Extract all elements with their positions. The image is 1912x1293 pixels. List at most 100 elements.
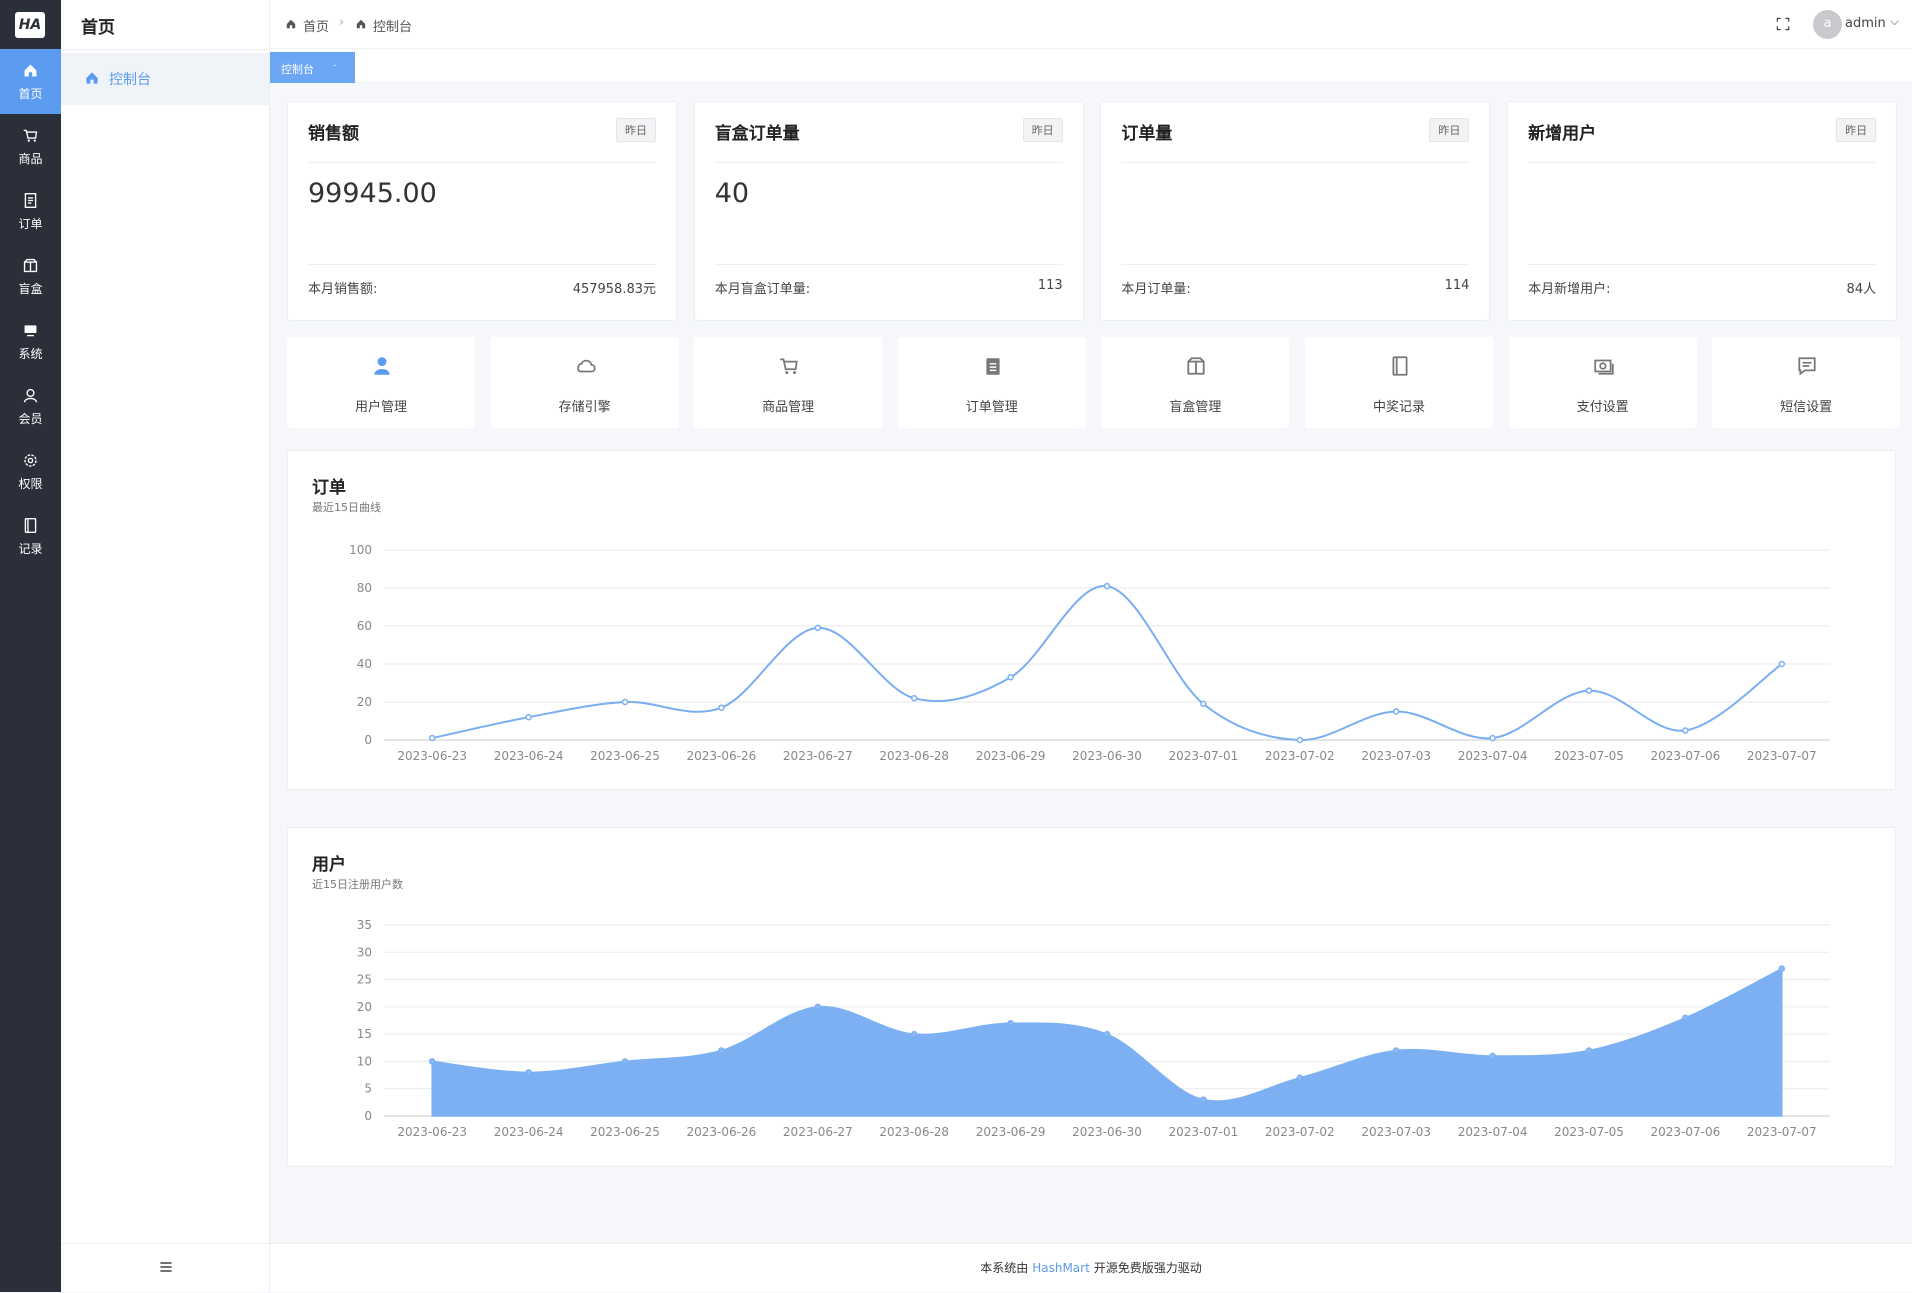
stat-badge: 昨日 [1836,118,1877,142]
shortcut[interactable]: 短信设置 [1712,337,1901,428]
icon-shape [26,388,35,398]
shortcut[interactable]: 盲盒管理 [1101,337,1290,428]
breadcrumb-item[interactable]: 控制台 [373,20,413,35]
x-tick-label: 2023-06-28 [879,749,949,763]
icon-shape [1776,17,1790,31]
icon [23,258,38,273]
data-point [621,1058,629,1065]
icon-shape [27,139,30,142]
icon-shape [160,1262,172,1272]
sidebar-menu-item[interactable]: 商品 [0,114,61,179]
chart-title: 订单 [312,478,346,498]
shortcut[interactable]: 中奖记录 [1305,337,1493,428]
data-point [1778,660,1786,668]
stat-footer-label: 本月销售额: [308,282,378,297]
divider [1121,264,1470,265]
icon-shape [1798,357,1816,376]
x-tick-label: 2023-06-28 [879,1125,949,1139]
divider [308,162,656,163]
stat-title: 新增用户 [1528,124,1597,144]
sidebar-menu-item[interactable]: 订单 [0,179,61,244]
icon [1392,356,1408,376]
shortcut-label: 中奖记录 [1372,400,1425,415]
data-point [1778,965,1786,972]
icon [23,129,38,142]
stat-value: 40 [714,178,750,209]
icon [356,19,366,29]
avatar[interactable]: a [1813,10,1842,39]
tabs-bar: 控制台 · [270,49,1912,83]
icon-shape [24,258,37,272]
y-tick-label: 35 [357,918,372,932]
shortcut[interactable]: 支付设置 [1508,337,1697,428]
shortcut[interactable]: 订单管理 [897,337,1086,428]
icon-shape [377,357,387,366]
stat-badge: 昨日 [1022,118,1063,142]
x-tick-label: 2023-06-26 [687,749,757,763]
stat-card: 新增用户 昨日 本月新增用户: 84人 [1507,101,1898,321]
y-tick-label: 40 [357,657,372,671]
sidebar-menu-item[interactable]: 记录 [0,504,61,569]
shortcut-label: 用户管理 [354,400,407,415]
footer: 本系统由 HashMart 开源免费版强力驱动 [270,1243,1912,1292]
sidebar-menu-item[interactable]: 系统 [0,309,61,374]
data-point [1489,1052,1496,1060]
shortcut-label: 短信设置 [1780,400,1833,415]
stat-badge: 昨日 [1429,118,1470,142]
footer-suffix: 开源免费版强力驱动 [1093,1261,1202,1275]
stat-footer-label: 本月盲盒订单量: [714,282,811,297]
menu-label: 盲盒 [18,282,43,296]
chart-panel: 订单 最近15日曲线 0 20 40 60 80 100 2023-06-23 2023-06-2… [287,450,1896,790]
data-point [1585,687,1593,694]
sidebar-menu-item[interactable]: 权限 [0,439,61,504]
dropdown-caret: ⌵ [1890,14,1900,28]
submenu-divider [61,1243,269,1244]
data-point [525,713,532,721]
x-tick-label: 2023-07-05 [1554,749,1624,763]
header: 首页 › 控制台 a admin ⌵ [270,0,1912,49]
y-tick-label: 5 [364,1082,372,1096]
footer-link[interactable]: HashMart [1032,1261,1090,1275]
shortcut[interactable]: 存储引擎 [490,337,679,428]
data-point [1585,1047,1593,1054]
submenu-item[interactable]: 控制台 [61,53,269,105]
y-tick-label: 0 [364,733,372,747]
sidebar: HA 首页 商品 订单 盲盒 系统 会员 权限 记录 [0,0,61,1292]
tab[interactable]: 控制台 · [270,52,355,83]
breadcrumb-item[interactable]: 首页 [303,20,330,35]
menu-label: 记录 [18,542,43,556]
divider [1528,264,1877,265]
submenu-divider [61,49,269,50]
stat-footer-label: 本月订单量: [1121,282,1191,297]
x-tick-label: 2023-07-06 [1651,749,1721,763]
user-name[interactable]: admin [1845,16,1886,31]
x-tick-label: 2023-06-27 [783,1125,853,1139]
chart: 0 5 10 15 20 25 30 35 2023-06-23 2023-06-24 2023-0… [357,918,1830,1139]
icon [1187,357,1205,375]
tab-label: 控制台 [281,63,314,76]
sidebar-menu-item[interactable]: 会员 [0,374,61,439]
sidebar-menu-item[interactable]: 首页 [0,49,61,114]
x-tick-label: 2023-06-29 [976,1125,1046,1139]
stat-title: 销售额 [308,124,359,144]
chart-subtitle: 近15日注册用户数 [312,878,403,891]
shortcut[interactable]: 用户管理 [287,337,475,428]
data-point [1296,736,1304,744]
shortcut[interactable]: 商品管理 [694,337,883,428]
icon-shape [286,19,296,29]
sidebar-menu-item[interactable]: 盲盒 [0,244,61,309]
data-point [1489,734,1496,742]
icon [24,64,37,77]
menu-label: 权限 [18,477,43,491]
data-point [1007,674,1014,681]
icon-shape [24,64,37,77]
icon-shape [989,363,997,372]
icon [576,359,596,373]
icon-shape [793,371,797,375]
chart-panel: 用户 近15日注册用户数 0 5 10 15 20 25 30 35 2023-06-23 2023-… [287,827,1896,1167]
y-tick-label: 0 [364,1109,372,1123]
icon-shape [785,371,789,375]
data-point [525,1069,532,1076]
series-area [431,967,1783,1117]
icon-shape [374,369,390,375]
